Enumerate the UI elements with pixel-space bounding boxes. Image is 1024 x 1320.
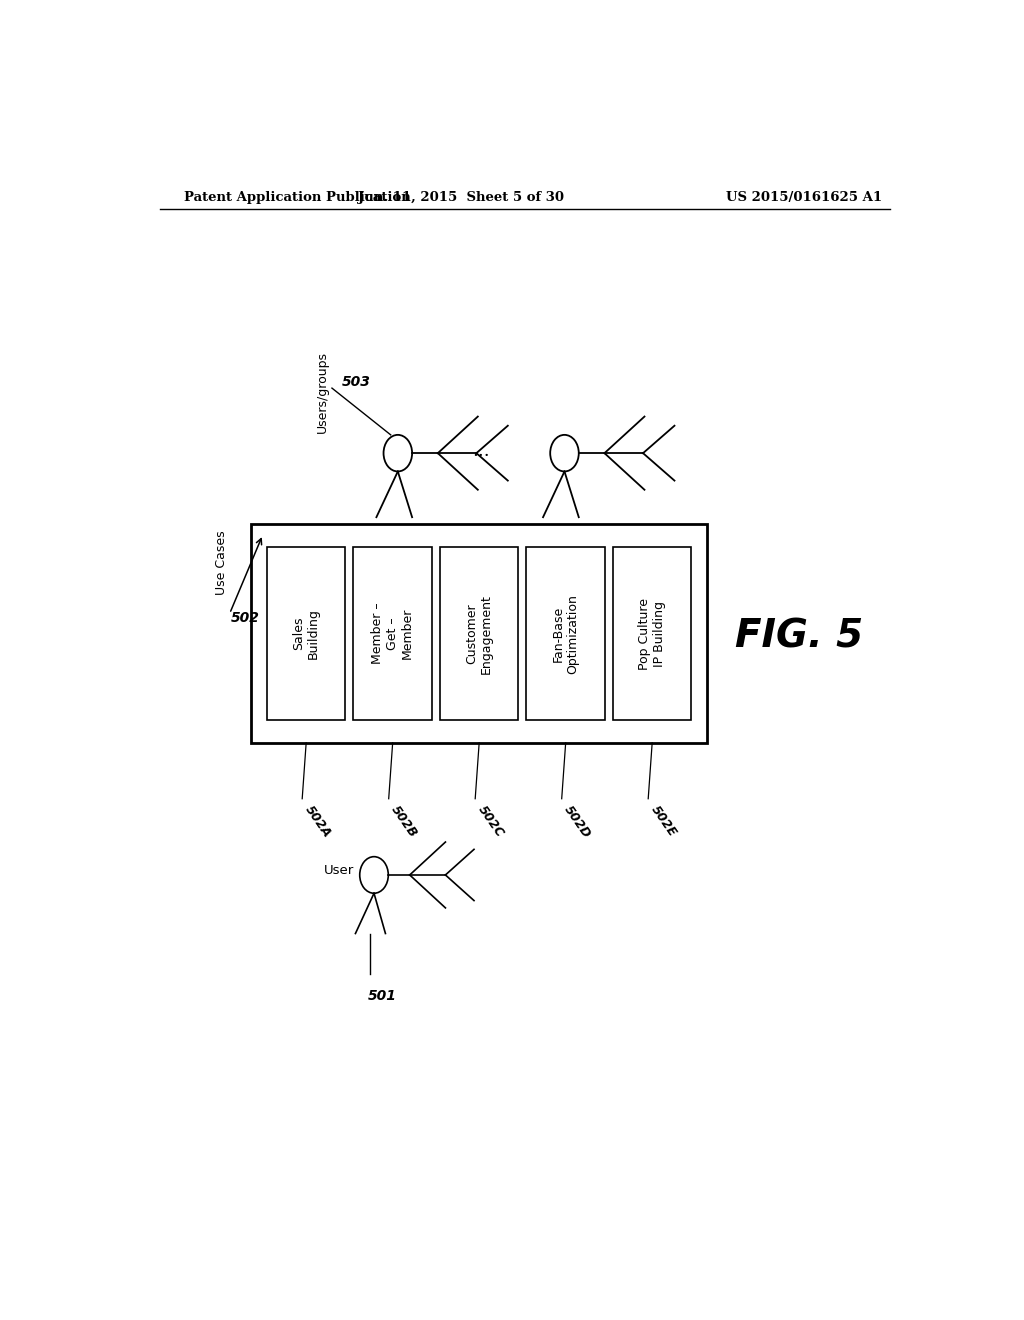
Bar xyxy=(267,546,345,721)
Text: US 2015/0161625 A1: US 2015/0161625 A1 xyxy=(726,190,882,203)
Text: 502C: 502C xyxy=(475,803,506,840)
Text: Member –
Get –
Member: Member – Get – Member xyxy=(371,603,414,664)
Bar xyxy=(251,524,708,743)
Text: Use Cases: Use Cases xyxy=(215,531,228,595)
Text: Fan-Base
Optimization: Fan-Base Optimization xyxy=(552,594,580,673)
Text: 502A: 502A xyxy=(302,803,334,840)
Bar xyxy=(613,546,691,721)
Text: Users/groups: Users/groups xyxy=(316,351,329,433)
Text: User: User xyxy=(324,865,354,878)
Text: ...: ... xyxy=(472,442,489,461)
Text: FIG. 5: FIG. 5 xyxy=(734,618,862,655)
Text: Sales
Building: Sales Building xyxy=(292,609,321,659)
Text: 502E: 502E xyxy=(648,803,679,838)
Bar xyxy=(526,546,605,721)
Text: Patent Application Publication: Patent Application Publication xyxy=(183,190,411,203)
Bar xyxy=(440,546,518,721)
Text: Pop Culture
IP Building: Pop Culture IP Building xyxy=(638,598,667,669)
Bar xyxy=(353,546,432,721)
Text: 501: 501 xyxy=(368,990,396,1003)
Text: Jun. 11, 2015  Sheet 5 of 30: Jun. 11, 2015 Sheet 5 of 30 xyxy=(358,190,564,203)
Text: 502B: 502B xyxy=(389,803,420,840)
Text: Customer
Engagement: Customer Engagement xyxy=(465,594,494,673)
Text: 502: 502 xyxy=(231,611,260,624)
Text: 502D: 502D xyxy=(562,803,593,841)
Text: 503: 503 xyxy=(342,375,371,389)
